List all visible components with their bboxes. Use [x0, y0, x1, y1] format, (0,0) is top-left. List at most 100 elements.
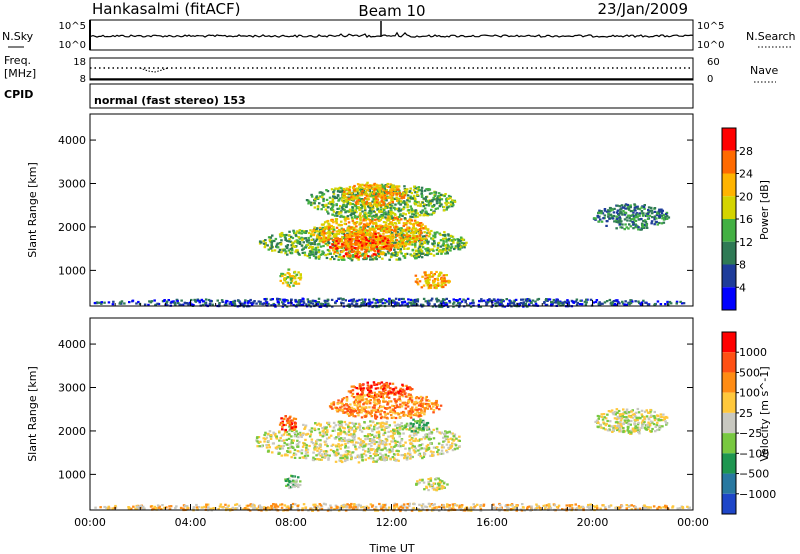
velocity-echo-cell	[416, 439, 420, 442]
power-echo-cell	[643, 207, 646, 210]
power-echo-cell	[332, 221, 335, 224]
power-echo-cell	[496, 301, 500, 304]
power-echo-cell	[369, 255, 372, 258]
power-echo-cell	[422, 237, 425, 241]
power-echo-cell	[375, 247, 379, 250]
power-echo-cell	[421, 223, 424, 226]
power-echo-cell	[432, 254, 436, 257]
power-echo-cell	[377, 250, 380, 253]
power-echo-cell	[297, 299, 301, 302]
power-echo-cell	[336, 190, 340, 193]
power-echo-cell	[366, 189, 370, 192]
power-echo-cell	[354, 221, 357, 225]
power-echo-cell	[512, 302, 515, 305]
power-echo-cell	[324, 236, 327, 239]
velocity-echo-cell	[301, 445, 305, 448]
power-echo-cell	[389, 193, 392, 196]
power-echo-cell	[375, 226, 378, 230]
velocity-echo-cell	[364, 454, 368, 457]
power-echo-cell	[375, 204, 379, 207]
power-echo-cell	[312, 253, 315, 256]
power-echo-cell	[364, 211, 367, 214]
power-echo-cell	[445, 198, 448, 201]
power-echo-cell	[353, 214, 357, 217]
power-echo-cell	[372, 196, 375, 199]
power-echo-cell	[450, 243, 453, 246]
power-echo-cell	[388, 297, 391, 300]
power-echo-cell	[369, 209, 372, 212]
velocity-echo-cell	[321, 427, 324, 430]
velocity-echo-cell	[385, 395, 389, 398]
power-echo-cell	[385, 228, 389, 231]
power-echo-cell	[322, 237, 325, 240]
power-echo-cell	[400, 240, 403, 243]
power-echo-cell	[241, 302, 244, 305]
power-echo-cell	[351, 219, 355, 222]
power-echo-cell	[448, 301, 452, 304]
power-echo-cell	[403, 256, 407, 259]
power-echo-cell	[618, 205, 622, 208]
velocity-echo-cell	[363, 394, 366, 397]
power-echo-cell	[396, 199, 399, 202]
power-echo-cell	[441, 298, 445, 301]
power-echo-cell	[640, 206, 643, 209]
velocity-echo-cell	[425, 436, 428, 439]
power-echo-cell	[347, 221, 351, 224]
power-echo-region	[279, 268, 303, 288]
velocity-echo-cell	[372, 428, 376, 431]
cpid-label: CPID	[4, 88, 33, 101]
power-echo-cell	[429, 200, 432, 203]
power-echo-cell	[423, 231, 426, 234]
power-echo-cell	[524, 304, 528, 307]
power-echo-cell	[372, 192, 375, 195]
power-echo-cell	[421, 252, 425, 255]
power-echo-cell	[416, 300, 419, 303]
velocity-echo-cell	[353, 438, 356, 441]
velocity-echo-cell	[405, 458, 409, 461]
velocity-echo-cell	[396, 398, 400, 401]
power-echo-cell	[333, 197, 337, 200]
power-echo-cell	[614, 219, 618, 222]
power-echo-cell	[322, 232, 326, 235]
velocity-echo-cell	[426, 443, 430, 447]
power-echo-cell	[662, 216, 665, 219]
power-echo-cell	[344, 299, 347, 302]
velocity-echo-cell	[398, 427, 402, 430]
power-echo-cell	[351, 206, 354, 209]
power-echo-cell	[365, 202, 368, 205]
power-echo-cell	[592, 301, 595, 304]
power-echo-cell	[338, 245, 341, 248]
velocity-echo-cell	[409, 452, 412, 455]
power-echo-cell	[349, 257, 352, 260]
power-echo-cell	[322, 241, 325, 244]
velocity-echo-cell	[341, 402, 344, 405]
power-echo-cell	[362, 192, 365, 195]
velocity-echo-cell	[358, 411, 361, 414]
power-echo-cell	[218, 302, 221, 305]
velocity-echo-cell	[310, 427, 314, 430]
power-echo-cell	[364, 236, 368, 239]
power-echo-cell	[624, 203, 628, 206]
velocity-echo-cell	[442, 440, 445, 443]
velocity-echo-cell	[436, 450, 439, 453]
power-echo-cell	[355, 211, 358, 214]
power-echo-cell	[287, 268, 290, 271]
velocity-echo-cell	[424, 433, 427, 436]
power-echo-cell	[445, 297, 448, 300]
nsky-label: N.Sky	[2, 30, 34, 43]
velocity-echo-cell	[358, 405, 362, 408]
power-echo-cell	[363, 193, 366, 196]
power-echo-cell	[357, 256, 360, 259]
power-echo-cell	[422, 214, 425, 217]
power-echo-cell	[340, 230, 344, 234]
power-echo-cell	[359, 246, 362, 249]
velocity-echo-cell	[447, 447, 451, 451]
velocity-echo-cell	[383, 411, 386, 414]
power-echo-cell	[422, 227, 425, 230]
velocity-echo-cell	[452, 435, 455, 438]
power-echo-cell	[531, 304, 535, 307]
power-echo-cell	[394, 236, 397, 239]
velocity-echo-cell	[414, 447, 417, 450]
power-echo-cell	[508, 303, 511, 306]
power-echo-cell	[411, 197, 414, 200]
